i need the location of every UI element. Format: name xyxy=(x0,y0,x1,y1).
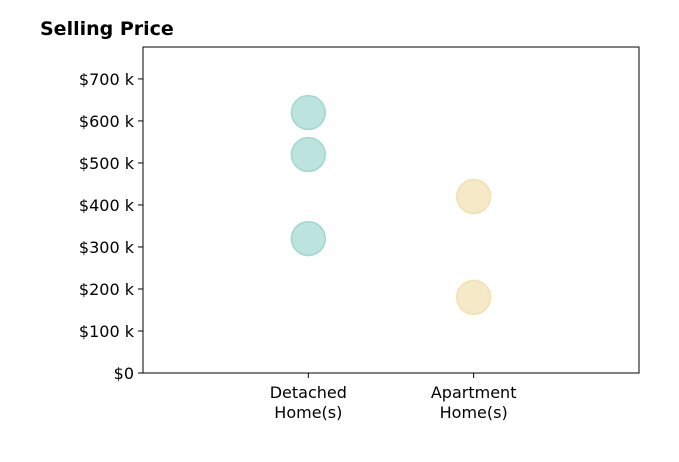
plot-frame xyxy=(142,46,640,374)
y-tick-label: $300 k xyxy=(79,238,135,257)
y-tick-label: $500 k xyxy=(79,154,135,173)
point xyxy=(455,279,492,316)
point xyxy=(455,178,492,215)
point xyxy=(290,136,327,173)
x-tick-label: Detached Home(s) xyxy=(270,383,347,422)
point xyxy=(290,220,327,257)
y-tick-label: $700 k xyxy=(79,70,135,89)
y-tick-label: $400 k xyxy=(79,196,135,215)
point xyxy=(290,94,327,131)
y-tick-label: $600 k xyxy=(79,112,135,131)
y-tick-label: $200 k xyxy=(79,280,135,299)
y-tick-label: $0 xyxy=(114,364,134,383)
y-tick-label: $100 k xyxy=(79,322,135,341)
x-tick-label: Apartment Home(s) xyxy=(431,383,517,422)
chart-title: Selling Price xyxy=(40,18,174,40)
